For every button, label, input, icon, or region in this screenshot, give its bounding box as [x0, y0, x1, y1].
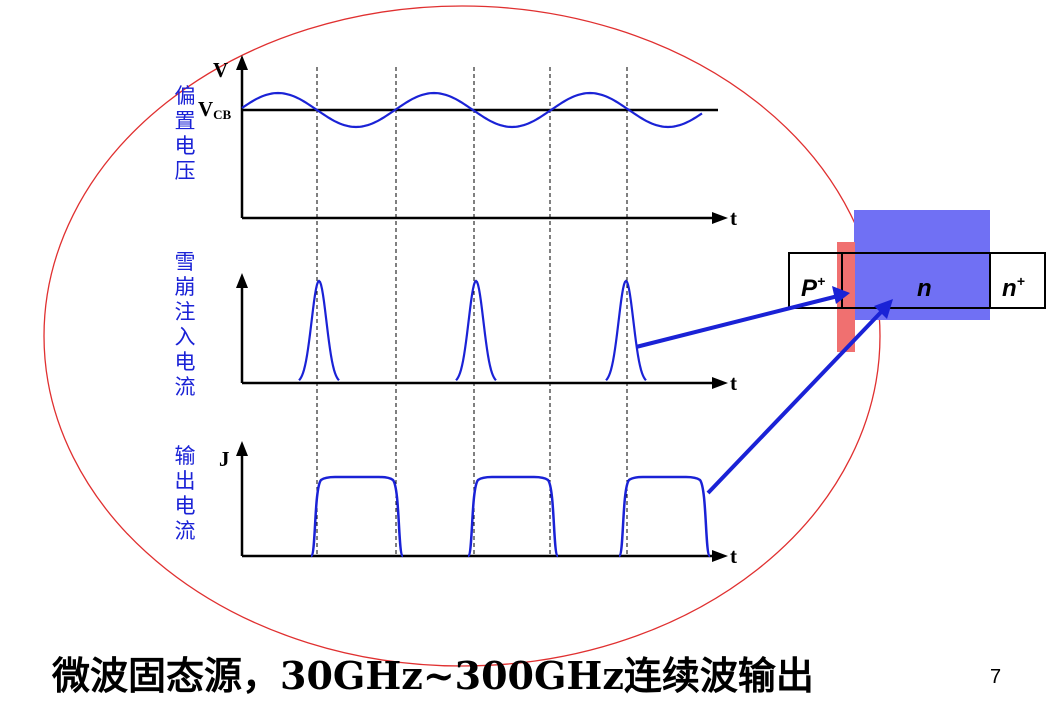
n-region-label: n: [917, 275, 932, 302]
p-plus-label: P+: [801, 273, 825, 302]
connector-arrows: [635, 286, 893, 495]
bias-voltage-axes: [236, 55, 728, 224]
drift-region-highlight: [854, 210, 990, 320]
v-axis-label: V: [213, 58, 228, 82]
bias-voltage-label: 偏置电压: [174, 84, 196, 183]
avalanche-current-axes: [236, 273, 728, 389]
t-axis-label-3: t: [730, 544, 737, 568]
avalanche-current-label: 雪崩注入电流: [174, 250, 196, 399]
page-number: 7: [990, 666, 1002, 688]
slide-caption: 微波固态源，30GHz~300GHz连续波输出: [52, 653, 814, 698]
avalanche-current-pulses: [298, 279, 647, 382]
output-current-square-wave: [309, 475, 712, 558]
output-arrow: [706, 307, 886, 495]
vcb-label: VCB: [198, 97, 232, 122]
output-current-axes: [236, 441, 728, 562]
diode-structure: P+ n n+: [788, 210, 1046, 352]
t-axis-label-2: t: [730, 371, 737, 395]
injection-arrow: [635, 294, 839, 349]
bias-voltage-sine-curve: [241, 91, 703, 129]
diode-outline: [788, 252, 1046, 309]
output-current-label: 输出电流: [174, 444, 196, 543]
n-plus-label: n+: [1002, 273, 1025, 302]
highlight-ellipse: [43, 5, 881, 667]
j-axis-label: J: [219, 447, 230, 471]
time-guide-lines: [316, 67, 628, 556]
t-axis-label-1: t: [730, 206, 737, 230]
